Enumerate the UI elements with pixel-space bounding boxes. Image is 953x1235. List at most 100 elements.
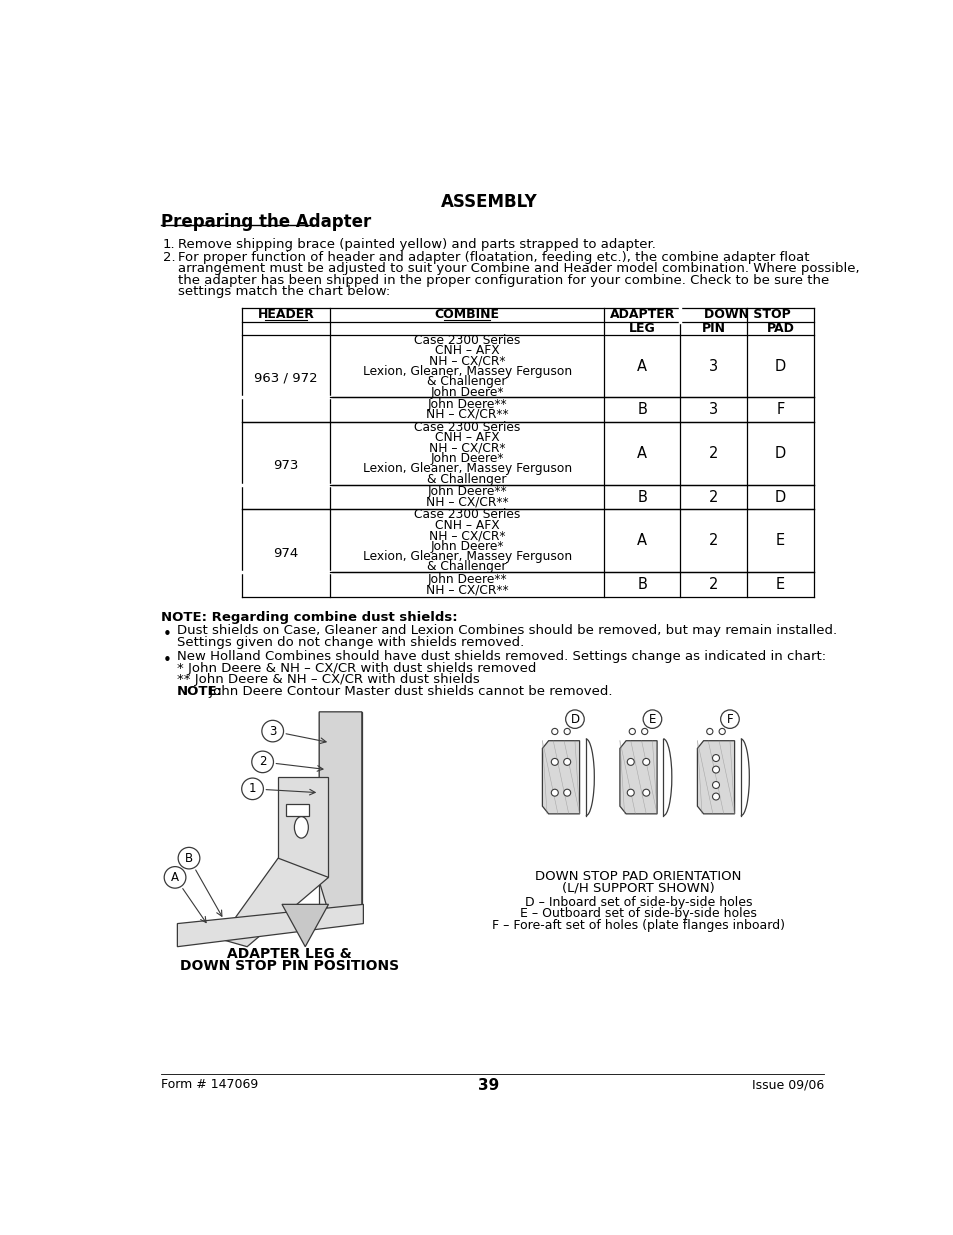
Text: CNH – AFX: CNH – AFX bbox=[435, 431, 499, 445]
Text: Settings given do not change with shields removed.: Settings given do not change with shield… bbox=[176, 636, 523, 648]
Text: 2.: 2. bbox=[162, 251, 175, 263]
Text: ** John Deere & NH – CX/CR with dust shields: ** John Deere & NH – CX/CR with dust shi… bbox=[176, 673, 478, 687]
Text: John Deere**: John Deere** bbox=[427, 573, 506, 587]
Text: ADAPTER LEG &: ADAPTER LEG & bbox=[227, 947, 352, 961]
Text: 2: 2 bbox=[258, 756, 266, 768]
Circle shape bbox=[627, 758, 634, 766]
Text: 973: 973 bbox=[273, 459, 298, 472]
Circle shape bbox=[551, 789, 558, 797]
Text: 2: 2 bbox=[708, 577, 718, 593]
Text: NOTE:: NOTE: bbox=[176, 685, 222, 698]
Text: 2: 2 bbox=[708, 489, 718, 505]
Text: CNH – AFX: CNH – AFX bbox=[435, 345, 499, 357]
Circle shape bbox=[712, 782, 719, 788]
Bar bbox=[278, 777, 328, 877]
Text: A: A bbox=[637, 534, 647, 548]
Circle shape bbox=[563, 729, 570, 735]
Text: & Challenger: & Challenger bbox=[427, 473, 506, 485]
Circle shape bbox=[563, 789, 570, 797]
Text: DOWN STOP: DOWN STOP bbox=[703, 309, 789, 321]
Text: D – Inboard set of side-by-side holes: D – Inboard set of side-by-side holes bbox=[524, 895, 752, 909]
Text: arrangement must be adjusted to suit your Combine and Header model combination. : arrangement must be adjusted to suit you… bbox=[178, 262, 859, 275]
Text: PAD: PAD bbox=[765, 322, 794, 335]
Polygon shape bbox=[542, 741, 579, 814]
Text: & Challenger: & Challenger bbox=[427, 375, 506, 388]
Text: John Deere**: John Deere** bbox=[427, 398, 506, 410]
Text: PIN: PIN bbox=[701, 322, 725, 335]
Text: E: E bbox=[648, 713, 656, 726]
Text: D: D bbox=[570, 713, 578, 726]
Text: 974: 974 bbox=[273, 547, 298, 559]
Text: 3: 3 bbox=[708, 358, 718, 374]
Polygon shape bbox=[282, 904, 328, 947]
Text: Case 2300 Series: Case 2300 Series bbox=[414, 509, 520, 521]
Circle shape bbox=[642, 710, 661, 729]
Polygon shape bbox=[697, 741, 734, 814]
Polygon shape bbox=[177, 904, 363, 947]
Text: 2: 2 bbox=[708, 534, 718, 548]
Text: John Deere*: John Deere* bbox=[430, 540, 503, 552]
Text: Case 2300 Series: Case 2300 Series bbox=[414, 333, 520, 347]
Text: D: D bbox=[774, 446, 785, 461]
Text: D: D bbox=[774, 358, 785, 374]
Text: NH – CX/CR*: NH – CX/CR* bbox=[429, 530, 505, 542]
Circle shape bbox=[252, 751, 274, 773]
Text: John Deere**: John Deere** bbox=[427, 485, 506, 498]
Text: John Deere*: John Deere* bbox=[430, 452, 503, 464]
Text: NH – CX/CR**: NH – CX/CR** bbox=[425, 408, 508, 421]
Text: For proper function of header and adapter (floatation, feeding etc.), the combin: For proper function of header and adapte… bbox=[178, 251, 809, 263]
Text: * John Deere & NH – CX/CR with dust shields removed: * John Deere & NH – CX/CR with dust shie… bbox=[176, 662, 536, 674]
Circle shape bbox=[627, 789, 634, 797]
Polygon shape bbox=[619, 741, 657, 814]
Text: Lexion, Gleaner, Massey Ferguson: Lexion, Gleaner, Massey Ferguson bbox=[362, 550, 571, 563]
Text: E: E bbox=[775, 577, 784, 593]
Circle shape bbox=[178, 847, 199, 869]
Text: Case 2300 Series: Case 2300 Series bbox=[414, 421, 520, 433]
Text: settings match the chart below:: settings match the chart below: bbox=[178, 285, 390, 299]
Text: Preparing the Adapter: Preparing the Adapter bbox=[161, 212, 371, 231]
Text: NH – CX/CR*: NH – CX/CR* bbox=[429, 354, 505, 368]
Text: New Holland Combines should have dust shields removed. Settings change as indica: New Holland Combines should have dust sh… bbox=[176, 651, 825, 663]
Text: E: E bbox=[775, 534, 784, 548]
Text: B: B bbox=[637, 489, 647, 505]
Circle shape bbox=[712, 755, 719, 762]
Circle shape bbox=[563, 758, 570, 766]
Text: John Deere*: John Deere* bbox=[430, 385, 503, 399]
Text: 963 / 972: 963 / 972 bbox=[253, 372, 317, 385]
Circle shape bbox=[551, 758, 558, 766]
Text: John Deere Contour Master dust shields cannot be removed.: John Deere Contour Master dust shields c… bbox=[205, 685, 612, 698]
Polygon shape bbox=[319, 711, 361, 911]
Text: Form # 147069: Form # 147069 bbox=[161, 1078, 258, 1092]
Text: LEG: LEG bbox=[628, 322, 655, 335]
Text: NOTE: Regarding combine dust shields:: NOTE: Regarding combine dust shields: bbox=[161, 611, 457, 624]
Bar bbox=[286, 804, 309, 816]
Circle shape bbox=[164, 867, 186, 888]
Text: •: • bbox=[163, 653, 172, 668]
Text: •: • bbox=[163, 627, 172, 642]
Text: 3: 3 bbox=[269, 725, 276, 737]
Text: NH – CX/CR**: NH – CX/CR** bbox=[425, 495, 508, 509]
Circle shape bbox=[565, 710, 583, 729]
Text: 2: 2 bbox=[708, 446, 718, 461]
Text: F: F bbox=[776, 401, 783, 416]
Text: NH – CX/CR**: NH – CX/CR** bbox=[425, 583, 508, 597]
Text: 1.: 1. bbox=[162, 237, 175, 251]
Text: ASSEMBLY: ASSEMBLY bbox=[440, 193, 537, 211]
Text: Dust shields on Case, Gleaner and Lexion Combines should be removed, but may rem: Dust shields on Case, Gleaner and Lexion… bbox=[176, 624, 836, 637]
Text: HEADER: HEADER bbox=[257, 309, 314, 321]
Text: the adapter has been shipped in the proper configuration for your combine. Check: the adapter has been shipped in the prop… bbox=[178, 274, 828, 287]
Text: DOWN STOP PAD ORIENTATION: DOWN STOP PAD ORIENTATION bbox=[535, 869, 740, 883]
Text: 3: 3 bbox=[708, 401, 718, 416]
Circle shape bbox=[641, 729, 647, 735]
Text: 1: 1 bbox=[249, 782, 256, 795]
Text: A: A bbox=[637, 446, 647, 461]
Text: (L/H SUPPORT SHOWN): (L/H SUPPORT SHOWN) bbox=[561, 882, 714, 894]
Circle shape bbox=[642, 789, 649, 797]
Circle shape bbox=[629, 729, 635, 735]
Circle shape bbox=[720, 710, 739, 729]
Text: B: B bbox=[637, 401, 647, 416]
Text: 39: 39 bbox=[477, 1078, 499, 1093]
Circle shape bbox=[712, 766, 719, 773]
Text: A: A bbox=[171, 871, 179, 884]
Text: & Challenger: & Challenger bbox=[427, 561, 506, 573]
